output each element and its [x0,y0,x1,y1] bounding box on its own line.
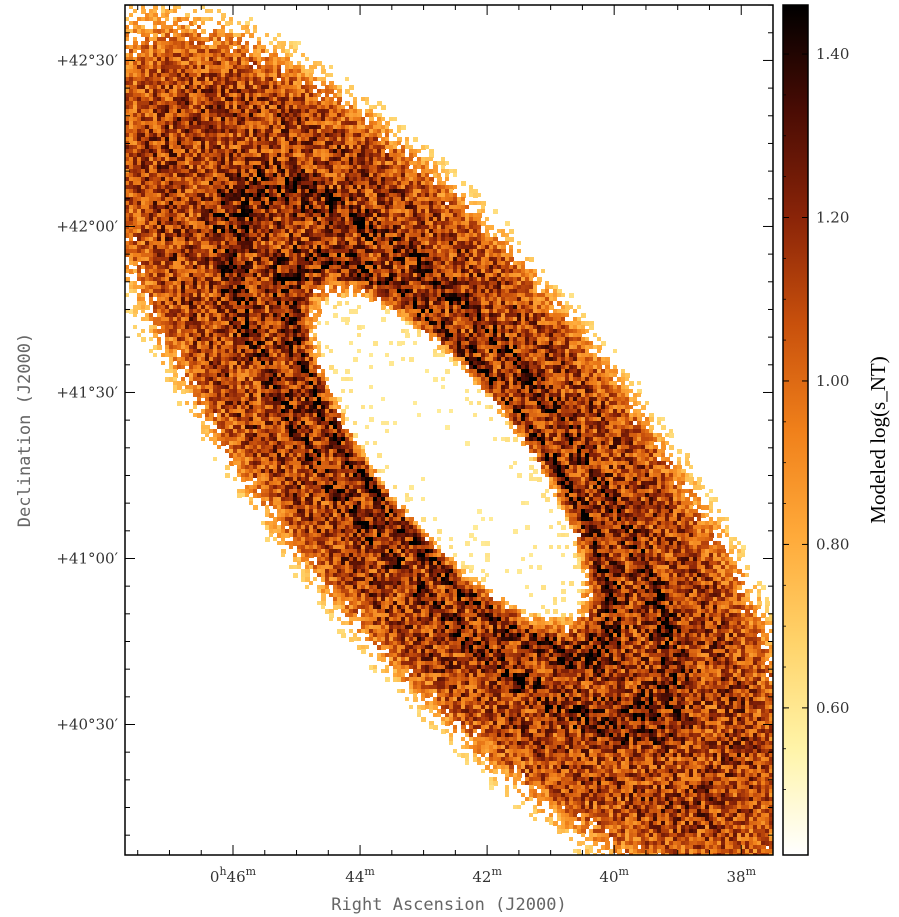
colorbar-tick-label: 0.60 [816,699,849,717]
x-tick-label: 42m [472,865,502,886]
x-axis: 0h46m 44m 42m 40m 38m [137,5,774,886]
x-tick-label: 38m [726,865,756,886]
colorbar-gradient [783,5,808,855]
y-tick-label: +41°00′ [56,549,118,567]
x-axis-title: Right Ascension (J2000) [331,895,566,915]
colorbar-tick-label: 1.40 [816,45,849,63]
colorbar: 1.40 1.20 1.00 0.80 0.60 Modeled log(s_NT) [782,4,890,856]
colorbar-tick-label: 1.00 [816,372,849,390]
y-tick-label: +42°00′ [56,217,118,235]
x-tick-label: 44m [345,865,375,886]
x-tick-label: 40m [599,865,629,886]
y-axis: +42°30′ +42°00′ +41°30′ +41°00′ +40°30′ [56,4,773,836]
x-tick-label: 0h46m [210,865,257,886]
y-axis-title: Declination (J2000) [15,333,35,527]
plot-area [124,4,774,856]
colorbar-tick-label: 1.20 [816,209,849,227]
emission-map-image [125,5,773,855]
colorbar-frame [782,4,809,856]
colorbar-tick-label: 0.80 [816,535,849,553]
y-tick-label: +40°30′ [56,716,118,734]
plot-frame [124,4,774,856]
y-tick-label: +41°30′ [56,383,118,401]
y-tick-label: +42°30′ [56,51,118,69]
colorbar-ticks: 1.40 1.20 1.00 0.80 0.60 [783,45,849,791]
colorbar-title: Modeled log(s_NT) [866,356,890,523]
